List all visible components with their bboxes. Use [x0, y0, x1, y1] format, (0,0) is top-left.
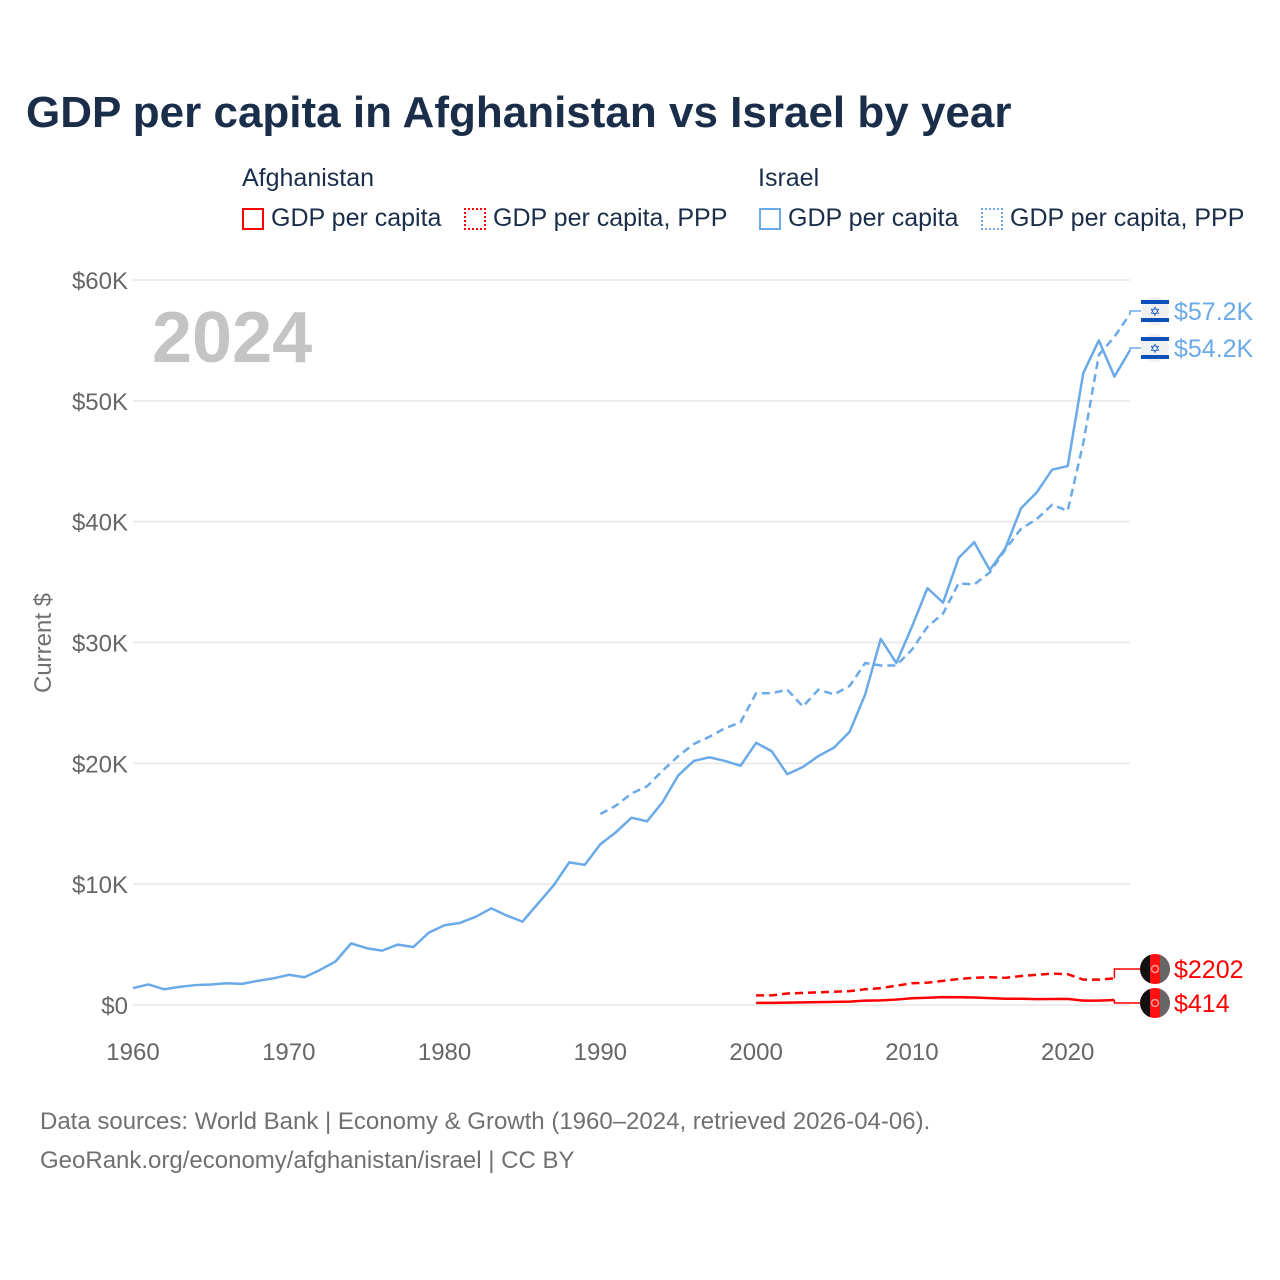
star-of-david-icon: ✡: [1150, 304, 1161, 319]
end-value-label: $57.2K: [1174, 298, 1254, 326]
y-tick-label: $10K: [72, 872, 128, 899]
emblem-icon: [1150, 964, 1160, 974]
star-of-david-icon: ✡: [1150, 341, 1161, 356]
legend-swatch-dotted: [464, 207, 486, 230]
legend-group-israel: Israel: [758, 164, 820, 192]
flag-stripe: [1140, 988, 1150, 1018]
series-line-israel-ppp: [599, 313, 1132, 816]
y-axis-label: Current $: [30, 593, 57, 693]
end-value-label: $2202: [1174, 956, 1244, 984]
y-tick-label: $30K: [72, 631, 128, 658]
flag-stripe: [1141, 300, 1169, 304]
x-tick-label: 1970: [262, 1039, 315, 1066]
flag-stripe: [1160, 954, 1170, 984]
flag-stripe: [1160, 988, 1170, 1018]
afghanistan-flag-icon: [1140, 954, 1170, 984]
y-tick-label: $20K: [72, 751, 128, 778]
label-leader-line: [1129, 347, 1141, 351]
x-tick-label: 1990: [574, 1039, 627, 1066]
legend-group-afghanistan: Afghanistan: [242, 164, 375, 192]
legend-swatch-dotted: [981, 207, 1003, 230]
x-tick-label: 1960: [106, 1039, 159, 1066]
legend-swatch-solid: [759, 207, 781, 230]
series-line-israel: [132, 339, 1132, 991]
y-tick-label: $60K: [72, 268, 128, 295]
year-watermark: 2024: [152, 298, 312, 378]
legend-label: GDP per capita, PPP: [1010, 204, 1245, 232]
footer-sources: Data sources: World Bank | Economy & Gro…: [40, 1108, 931, 1135]
x-tick-label: 1980: [418, 1039, 471, 1066]
label-leader-line: [1113, 999, 1141, 1004]
legend-label: GDP per capita, PPP: [493, 204, 728, 232]
end-value-label: $54.2K: [1174, 335, 1254, 363]
x-tick-label: 2010: [885, 1039, 938, 1066]
flag-stripe: [1140, 954, 1150, 984]
x-tick-label: 2020: [1041, 1039, 1094, 1066]
y-tick-label: $40K: [72, 510, 128, 537]
flag-stripe: [1141, 355, 1169, 359]
label-leader-line: [1129, 310, 1141, 314]
legend-afghanistan-gdp-ppp[interactable]: GDP per capita, PPP: [464, 204, 727, 233]
legend-label: GDP per capita: [271, 204, 442, 232]
x-tick-label: 2000: [729, 1039, 782, 1066]
chart-title: GDP per capita in Afghanistan vs Israel …: [26, 88, 1012, 137]
end-value-label: $414: [1174, 990, 1230, 1018]
y-tick-label: $50K: [72, 389, 128, 416]
legend-israel-gdp[interactable]: GDP per capita: [759, 204, 958, 233]
y-tick-label: $0: [101, 993, 128, 1020]
afghanistan-flag-icon: [1140, 988, 1170, 1018]
series-line-afghanistan-ppp: [756, 972, 1115, 997]
flag-stripe: [1141, 318, 1169, 322]
series-line-afghanistan: [756, 995, 1115, 1005]
legend-afghanistan-gdp[interactable]: GDP per capita: [242, 204, 441, 233]
flag-stripe: [1141, 337, 1169, 341]
legend-swatch-solid: [242, 207, 264, 230]
footer-link[interactable]: GeoRank.org/economy/afghanistan/israel |…: [40, 1147, 575, 1174]
israel-flag-icon: ✡: [1141, 334, 1169, 362]
label-leader-line: [1113, 968, 1141, 979]
emblem-icon: [1150, 998, 1160, 1008]
legend-label: GDP per capita: [788, 204, 959, 232]
legend-israel-gdp-ppp[interactable]: GDP per capita, PPP: [981, 204, 1244, 233]
israel-flag-icon: ✡: [1141, 297, 1169, 325]
